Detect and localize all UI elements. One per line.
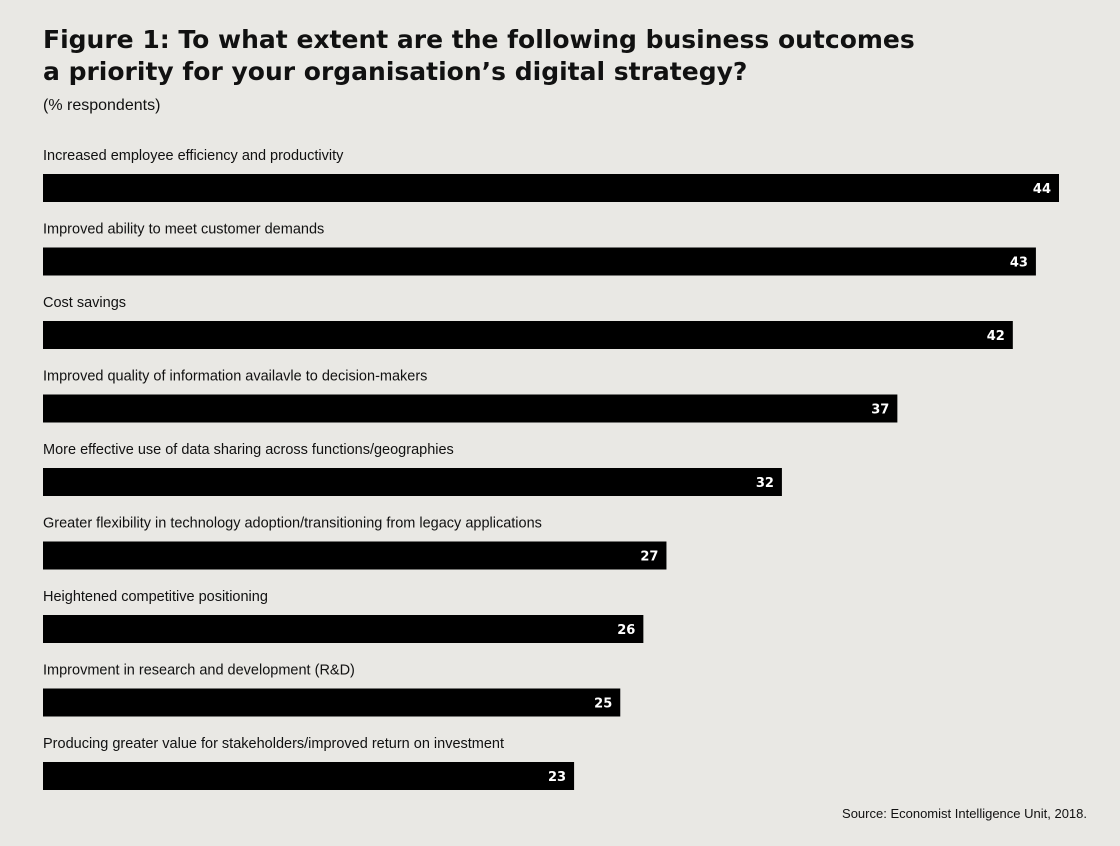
value-label: 43	[1010, 256, 1028, 271]
bar	[43, 394, 898, 423]
category-label: Improved quality of information availavl…	[43, 369, 427, 385]
bar	[43, 541, 667, 570]
bar-row: More effective use of data sharing acros…	[43, 442, 782, 496]
source-note: Source: Economist Intelligence Unit, 201…	[842, 806, 1087, 821]
bar-chart: Increased employee efficiency and produc…	[43, 148, 1059, 790]
value-label: 42	[987, 329, 1005, 344]
bar-row: Improved quality of information availavl…	[43, 369, 898, 423]
category-label: Heightened competitive positioning	[43, 589, 268, 605]
chart-subtitle: (% respondents)	[43, 97, 161, 114]
chart-title-line-1: Figure 1: To what extent are the followi…	[43, 25, 915, 54]
bar	[43, 688, 621, 717]
chart-title-line-2: a priority for your organisation’s digit…	[43, 57, 748, 86]
bar-row: Greater flexibility in technology adopti…	[43, 516, 667, 570]
bar	[43, 615, 644, 643]
category-label: Cost savings	[43, 295, 126, 311]
value-label: 32	[756, 476, 774, 491]
category-label: Greater flexibility in technology adopti…	[43, 516, 542, 532]
value-label: 25	[594, 697, 612, 712]
value-label: 44	[1033, 182, 1051, 197]
bar-row: Improvment in research and development (…	[43, 663, 621, 717]
value-label: 37	[871, 403, 889, 418]
value-label: 26	[617, 623, 635, 638]
bar	[43, 468, 782, 496]
value-label: 27	[640, 550, 658, 565]
bar-row: Heightened competitive positioning 26	[43, 589, 644, 643]
bar-row: Cost savings 42	[43, 295, 1013, 349]
bar-row: Producing greater value for stakeholders…	[43, 736, 575, 790]
bar	[43, 174, 1059, 202]
bar-row: Increased employee efficiency and produc…	[43, 148, 1059, 202]
bar	[43, 762, 575, 790]
category-label: Producing greater value for stakeholders…	[43, 736, 504, 752]
category-label: Increased employee efficiency and produc…	[43, 148, 344, 164]
chart-title: Figure 1: To what extent are the followi…	[43, 24, 943, 88]
bar-row: Improved ability to meet customer demand…	[43, 222, 1036, 276]
value-label: 23	[548, 770, 566, 785]
category-label: More effective use of data sharing acros…	[43, 442, 454, 458]
bar	[43, 321, 1013, 349]
bar	[43, 247, 1036, 276]
category-label: Improvment in research and development (…	[43, 663, 355, 679]
category-label: Improved ability to meet customer demand…	[43, 222, 324, 238]
